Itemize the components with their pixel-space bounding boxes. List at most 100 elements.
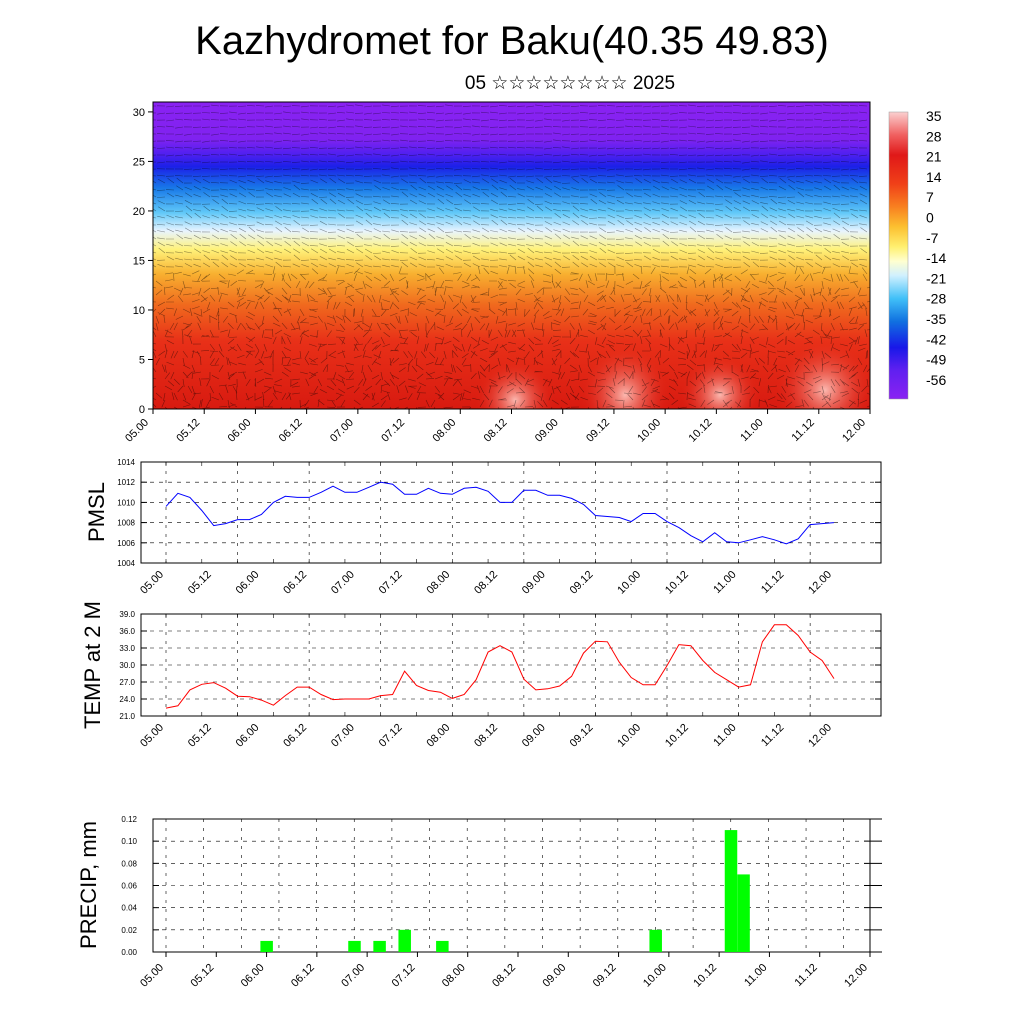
y-tick-label: 21.0: [119, 712, 135, 721]
y-tick-label: 24.0: [119, 695, 135, 704]
heatmap-y-tick-label: 20: [133, 206, 145, 218]
y-tick-label: 1008: [117, 519, 135, 528]
heatmap-x-tick-label: 08.00: [430, 417, 458, 445]
heatmap-x-tick-label: 06.00: [226, 417, 254, 445]
heatmap-x-tick-label: 08.12: [482, 417, 510, 445]
x-tick-label: 05.00: [138, 962, 166, 990]
x-tick-label: 08.12: [472, 569, 500, 597]
y-tick-label: 0.08: [121, 859, 137, 868]
y-tick-label: 0.06: [121, 882, 137, 891]
x-tick-label: 08.00: [424, 722, 452, 750]
x-tick-label: 09.00: [520, 569, 548, 597]
heatmap-x-tick-label: 05.12: [174, 417, 202, 445]
x-tick-label: 07.00: [329, 569, 357, 597]
hotspot: [775, 340, 870, 409]
heatmap-y-tick-label: 30: [133, 107, 145, 119]
x-tick-label: 12.00: [806, 569, 834, 597]
heatmap-y-tick-label: 25: [133, 156, 145, 168]
y-tick-label: 33.0: [119, 644, 135, 653]
y-tick-label: 39.0: [119, 610, 135, 619]
y-tick-label: 1006: [117, 539, 135, 548]
colorbar-label: -28: [926, 291, 946, 307]
heatmap-y-tick-label: 15: [133, 255, 145, 267]
x-tick-label: 11.00: [742, 962, 769, 989]
x-tick-label: 07.12: [377, 569, 405, 597]
x-tick-label: 09.00: [520, 722, 548, 750]
temp-ylabel: TEMP at 2 M: [80, 601, 105, 729]
heatmap-y-tick-label: 10: [133, 305, 145, 317]
x-tick-label: 10.00: [615, 569, 643, 597]
heatmap-y-tick-label: 5: [139, 354, 145, 366]
x-tick-label: 10.12: [663, 569, 691, 597]
x-tick-label: 12.00: [806, 722, 834, 750]
y-tick-label: 1010: [117, 498, 135, 507]
precip-frame: [152, 818, 871, 953]
precip-bar: [737, 874, 750, 952]
colorbar-label: -42: [926, 331, 946, 347]
chart-subtitle: 05 ☆☆☆☆☆☆☆☆ 2025: [464, 73, 676, 94]
pmsl-ylabel: PMSL: [84, 482, 109, 542]
heatmap-x-tick-label: 06.12: [277, 417, 305, 445]
y-tick-label: 0.04: [121, 904, 137, 913]
x-tick-label: 08.00: [424, 569, 452, 597]
pmsl-grid: [141, 461, 881, 564]
heatmap-hotspots: [153, 104, 870, 409]
x-tick-label: 09.12: [591, 962, 619, 990]
precip-bar: [724, 830, 738, 952]
x-tick-label: 09.12: [568, 569, 596, 597]
colorbar: 35 28 21 14 7 0 -7 -14 -21 -28 -35 -42 -49 -56: [888, 108, 946, 400]
hotspot: [475, 360, 555, 409]
colorbar-label: 35: [926, 108, 942, 124]
wind-vectors: [153, 104, 870, 409]
pmsl-y-axis: 1004 1006 1008 1010 1012 1014: [117, 458, 881, 568]
heatmap-field: [153, 102, 870, 409]
precip-bar: [373, 940, 386, 952]
x-tick-label: 07.12: [377, 722, 405, 750]
y-tick-label: 0.00: [121, 948, 137, 957]
temp-series-line: [165, 624, 835, 709]
x-tick-label: 06.12: [281, 722, 309, 750]
x-tick-label: 08.12: [490, 962, 518, 990]
y-tick-label: 27.0: [119, 678, 135, 687]
precip-ylabel: PRECIP, mm: [76, 821, 101, 949]
heatmap-x-tick-label: 09.00: [533, 417, 561, 445]
precip-panel: 0.000.020.040.060.080.100.12 05.00 05.12 0…: [76, 815, 882, 990]
x-tick-label: 10.12: [691, 962, 719, 990]
x-tick-label: 07.00: [329, 722, 357, 750]
pmsl-x-axis: 05.00 05.12 06.00 06.12 07.00 07.12 08.00 08.12…: [138, 569, 834, 597]
precip-grid: [153, 818, 870, 953]
heatmap-x-tick-label: 07.00: [328, 417, 356, 445]
temp-grid: [141, 613, 881, 717]
x-tick-label: 11.00: [711, 569, 738, 596]
colorbar-label: 7: [926, 189, 934, 205]
x-tick-label: 12.00: [842, 962, 870, 990]
colorbar-labels: 35 28 21 14 7 0 -7 -14 -21 -28 -35 -42 -49 -56: [926, 108, 946, 388]
precip-y-axis: 0.00 0.02 0.04 0.06 0.08 0.10 0.12: [121, 815, 882, 957]
x-tick-label: 09.00: [540, 962, 568, 990]
heatmap-x-tick-label: 10.12: [687, 417, 715, 445]
x-tick-label: 07.12: [390, 962, 418, 990]
y-tick-label: 1014: [117, 458, 135, 467]
temp-panel: 21.024.027.030.033.036.039.0 05.00 05.12 0…: [80, 601, 882, 750]
precip-bar: [348, 940, 361, 952]
pmsl-series-line: [165, 481, 835, 545]
precip-bar: [398, 929, 411, 952]
temp-y-axis: 21.0 24.0 27.0 30.0 33.0 36.0 39.0: [119, 610, 881, 721]
heatmap-y-axis: 0 5 10 15 20 25 30: [133, 107, 153, 416]
x-tick-label: 05.00: [138, 569, 166, 597]
x-tick-label: 06.12: [281, 569, 309, 597]
x-tick-label: 06.00: [234, 569, 262, 597]
heatmap-x-tick-label: 07.12: [379, 417, 407, 445]
y-tick-label: 1012: [117, 478, 135, 487]
temp-x-axis: 05.00 05.12 06.00 06.12 07.00 07.12 08.00 08.12…: [138, 722, 834, 750]
x-tick-label: 08.00: [440, 962, 468, 990]
y-tick-label: 1004: [117, 559, 135, 568]
x-tick-label: 06.00: [234, 722, 262, 750]
colorbar-label: 0: [926, 210, 934, 226]
colorbar-label: 28: [926, 128, 942, 144]
x-tick-label: 05.00: [138, 722, 166, 750]
x-tick-label: 05.12: [186, 569, 214, 597]
colorbar-strip: [888, 111, 909, 400]
heatmap-x-axis: 05.00 05.12 06.00 06.12 07.00 07.12 08.00 08.12…: [123, 409, 871, 445]
pmsl-panel: 1004 1006 1008 1010 1012 1014 05.00 05.12 06.00…: [84, 458, 882, 597]
